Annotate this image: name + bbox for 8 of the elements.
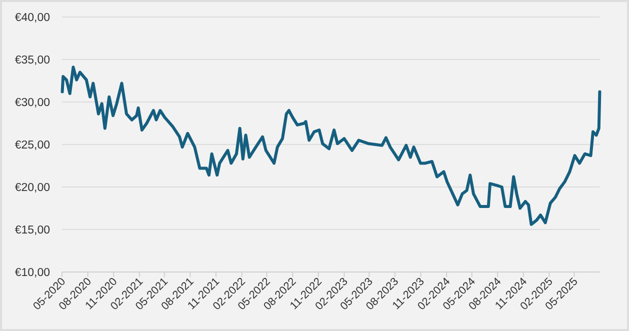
y-tick-label: €20,00 xyxy=(14,182,50,194)
y-tick-label: €10,00 xyxy=(14,267,50,280)
y-tick-label: €30,00 xyxy=(14,97,50,110)
line-series xyxy=(60,66,602,226)
y-tick-label: €15,00 xyxy=(14,224,50,237)
y-tick-label: €35,00 xyxy=(14,54,50,67)
y-tick-label: €25,00 xyxy=(14,140,50,152)
y-tick-label: €40,00 xyxy=(14,12,50,24)
